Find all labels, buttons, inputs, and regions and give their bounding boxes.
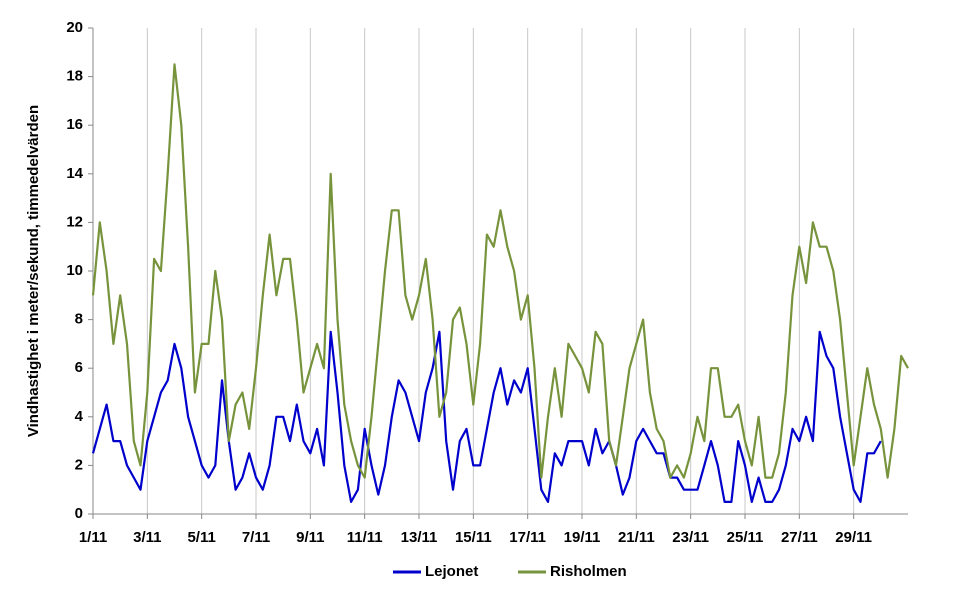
- x-tick-label: 5/11: [187, 529, 215, 546]
- y-tick-label: 12: [66, 213, 83, 230]
- y-tick-label: 8: [75, 311, 83, 328]
- x-tick-label: 7/11: [242, 529, 270, 546]
- y-tick-label: 2: [75, 456, 83, 473]
- y-tick-label: 10: [66, 262, 83, 279]
- y-tick-label: 20: [66, 19, 83, 36]
- legend-label: Lejonet: [425, 563, 478, 580]
- y-tick-label: 6: [75, 359, 83, 376]
- x-tick-label: 9/11: [296, 529, 324, 546]
- x-tick-label: 27/11: [781, 529, 818, 546]
- x-tick-label: 19/11: [564, 529, 601, 546]
- y-tick-label: 18: [66, 68, 83, 85]
- x-tick-label: 13/11: [401, 529, 438, 546]
- x-tick-label: 17/11: [509, 529, 546, 546]
- series-line: [91, 330, 882, 503]
- x-tick-label: 21/11: [618, 529, 655, 546]
- x-tick-label: 11/11: [347, 529, 383, 546]
- x-tick-label: 1/11: [79, 529, 107, 546]
- x-tick-label: 25/11: [727, 529, 764, 546]
- x-tick-label: 23/11: [672, 529, 709, 546]
- legend-label: Risholmen: [550, 563, 627, 580]
- y-tick-label: 0: [75, 505, 83, 522]
- y-tick-label: 14: [66, 165, 83, 182]
- x-tick-label: 15/11: [455, 529, 492, 546]
- y-axis-label: Vindhastighet i meter/sekund, timmedelvä…: [25, 105, 42, 437]
- series-line: [91, 63, 909, 479]
- x-tick-label: 3/11: [133, 529, 161, 546]
- y-tick-label: 4: [75, 408, 84, 425]
- y-tick-label: 16: [66, 116, 83, 133]
- x-tick-label: 29/11: [835, 529, 872, 546]
